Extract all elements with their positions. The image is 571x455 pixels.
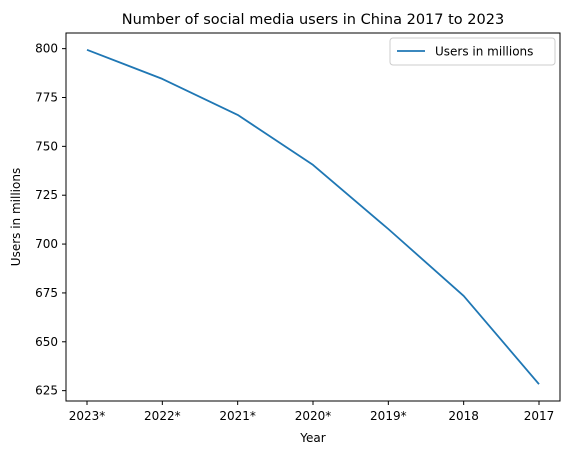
y-axis: 625 650 675 700 725 750 775 800 bbox=[35, 42, 66, 398]
y-tick-label: 750 bbox=[35, 139, 58, 153]
series-layer bbox=[86, 48, 540, 385]
x-tick-label: 2019* bbox=[370, 409, 407, 423]
x-axis: 2023* 2022* 2021* 2020* 2019* 2018 2017 bbox=[69, 401, 555, 423]
plot-area-frame bbox=[65, 32, 561, 402]
x-tick-label: 2018 bbox=[448, 409, 479, 423]
y-axis-title: Users in millions bbox=[9, 168, 23, 266]
y-tick-label: 775 bbox=[35, 90, 58, 104]
legend: Users in millions bbox=[389, 37, 556, 66]
x-tick-label: 2020* bbox=[295, 409, 332, 423]
y-tick-label: 650 bbox=[35, 335, 58, 349]
x-tick-label: 2022* bbox=[144, 409, 181, 423]
x-tick-label: 2017 bbox=[524, 409, 555, 423]
legend-box bbox=[389, 37, 556, 66]
y-tick-label: 700 bbox=[35, 237, 58, 251]
y-tick-label: 625 bbox=[35, 384, 58, 398]
series-line bbox=[86, 48, 540, 385]
x-axis-title: Year bbox=[299, 431, 325, 445]
y-tick-label: 675 bbox=[35, 286, 58, 300]
x-tick-label: 2021* bbox=[219, 409, 256, 423]
y-tick-label: 800 bbox=[35, 42, 58, 56]
legend-label: Users in millions bbox=[435, 45, 533, 59]
chart-title: Number of social media users in China 20… bbox=[122, 12, 504, 28]
x-tick-label: 2023* bbox=[69, 409, 106, 423]
y-tick-label: 725 bbox=[35, 188, 58, 202]
